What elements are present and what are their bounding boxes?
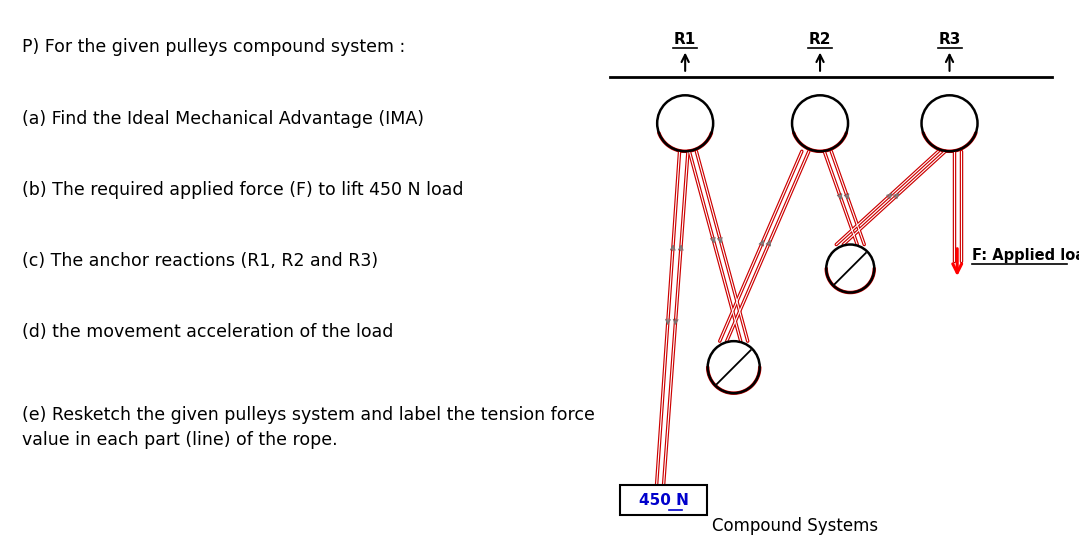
- Text: (a) Find the Ideal Mechanical Advantage (IMA): (a) Find the Ideal Mechanical Advantage …: [22, 110, 424, 128]
- Text: Compound Systems: Compound Systems: [712, 517, 878, 535]
- Text: P) For the given pulleys compound system :: P) For the given pulleys compound system…: [22, 38, 405, 56]
- Text: 450 N: 450 N: [639, 493, 688, 507]
- Text: F: Applied load: F: Applied load: [972, 248, 1079, 264]
- Text: R2: R2: [809, 32, 831, 47]
- FancyBboxPatch shape: [620, 485, 707, 515]
- Text: (b) The required applied force (F) to lift 450 N load: (b) The required applied force (F) to li…: [22, 181, 463, 199]
- Text: R3: R3: [939, 32, 960, 47]
- Text: R1: R1: [674, 32, 696, 47]
- Text: (e) Resketch the given pulleys system and label the tension force
value in each : (e) Resketch the given pulleys system an…: [22, 406, 595, 448]
- Text: (c) The anchor reactions (R1, R2 and R3): (c) The anchor reactions (R1, R2 and R3): [22, 252, 378, 270]
- Text: (d) the movement acceleration of the load: (d) the movement acceleration of the loa…: [22, 323, 393, 341]
